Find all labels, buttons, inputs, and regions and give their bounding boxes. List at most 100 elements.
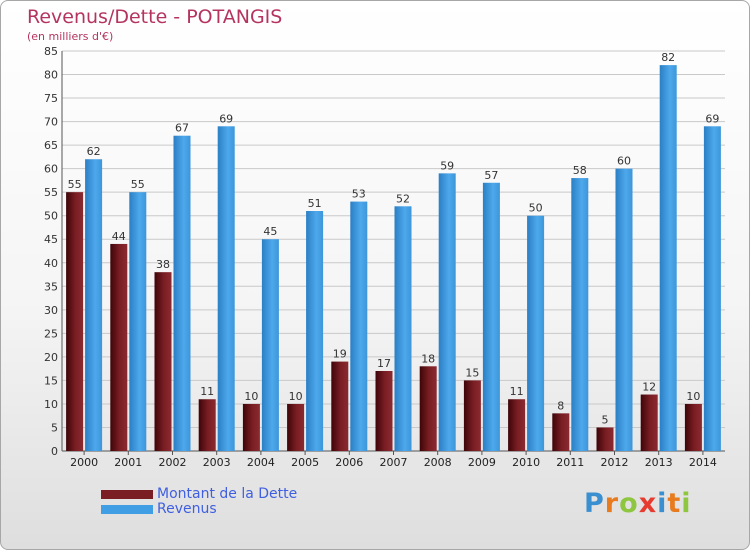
data-label-dette: 15 — [465, 366, 479, 379]
y-tick-label: 40 — [44, 257, 58, 270]
x-tick-label: 2007 — [380, 456, 408, 469]
y-tick-label: 0 — [51, 445, 58, 458]
bar-dette — [463, 380, 481, 451]
data-label-dette: 11 — [200, 385, 214, 398]
x-tick-label: 2000 — [70, 456, 98, 469]
y-tick-label: 35 — [44, 280, 58, 293]
bar-revenus — [85, 159, 103, 451]
bar-dette — [684, 403, 702, 451]
data-label-revenus: 69 — [219, 112, 233, 125]
y-tick-label: 70 — [44, 116, 58, 129]
data-label-dette: 8 — [557, 399, 564, 412]
y-tick-label: 55 — [44, 186, 58, 199]
x-tick-label: 2010 — [512, 456, 540, 469]
data-label-revenus: 57 — [484, 169, 498, 182]
bar-dette — [242, 403, 260, 451]
data-label-dette: 10 — [244, 390, 258, 403]
logo-letter: P — [584, 488, 605, 519]
bar-revenus — [438, 173, 456, 451]
y-tick-label: 75 — [44, 92, 58, 105]
data-label-revenus: 67 — [175, 122, 189, 135]
x-tick-label: 2005 — [291, 456, 319, 469]
legend-label-revenus: Revenus — [157, 501, 217, 517]
y-tick-label: 15 — [44, 374, 58, 387]
x-tick-label: 2006 — [335, 456, 363, 469]
bar-revenus — [482, 182, 500, 451]
y-tick-label: 60 — [44, 163, 58, 176]
bar-dette — [552, 413, 570, 451]
bar-revenus — [703, 126, 721, 451]
data-label-revenus: 59 — [440, 159, 454, 172]
y-tick-label: 50 — [44, 210, 58, 223]
bar-dette — [287, 403, 305, 451]
data-label-dette: 11 — [510, 385, 524, 398]
bar-revenus — [527, 215, 545, 451]
bar-dette — [640, 394, 658, 451]
logo-letter: x — [638, 488, 658, 519]
logo-letter: t — [667, 488, 682, 519]
y-tick-label: 25 — [44, 327, 58, 340]
logo-letter: i — [657, 488, 668, 519]
bar-revenus — [350, 201, 368, 451]
logo-letter: r — [604, 488, 620, 519]
data-label-revenus: 60 — [617, 155, 631, 168]
x-tick-label: 2013 — [645, 456, 673, 469]
bar-revenus — [659, 65, 677, 451]
y-tick-label: 30 — [44, 304, 58, 317]
bar-revenus — [129, 192, 147, 452]
y-tick-label: 20 — [44, 351, 58, 364]
y-tick-label: 5 — [51, 421, 58, 434]
x-tick-label: 2001 — [114, 456, 142, 469]
chart-title: Revenus/Dette - POTANGIS — [27, 6, 283, 28]
bar-revenus — [615, 168, 633, 451]
data-label-revenus: 51 — [308, 197, 322, 210]
x-tick-label: 2003 — [203, 456, 231, 469]
legend-swatch-revenus — [101, 505, 153, 514]
bar-revenus — [217, 126, 235, 451]
data-label-dette: 38 — [156, 258, 170, 271]
bar-dette — [66, 192, 84, 452]
data-label-dette: 10 — [289, 390, 303, 403]
data-label-revenus: 52 — [396, 192, 410, 205]
bar-revenus — [173, 135, 191, 452]
bar-dette — [508, 399, 526, 451]
data-label-dette: 17 — [377, 357, 391, 370]
x-tick-label: 2014 — [689, 456, 717, 469]
bar-dette — [198, 399, 216, 451]
bar-dette — [375, 371, 393, 451]
y-tick-label: 65 — [44, 139, 58, 152]
data-label-dette: 12 — [642, 381, 656, 394]
data-label-dette: 19 — [333, 348, 347, 361]
data-label-dette: 5 — [602, 413, 609, 426]
y-tick-label: 45 — [44, 233, 58, 246]
bar-dette — [154, 272, 172, 451]
x-tick-label: 2002 — [159, 456, 187, 469]
chart-subtitle: (en milliers d'€) — [27, 30, 114, 43]
bar-revenus — [306, 211, 324, 451]
data-label-dette: 55 — [68, 178, 82, 191]
data-label-dette: 44 — [112, 230, 126, 243]
y-tick-label: 80 — [44, 69, 58, 82]
data-label-dette: 10 — [686, 390, 700, 403]
legend-label-dette: Montant de la Dette — [157, 486, 298, 502]
legend-swatch-dette — [101, 490, 153, 499]
x-tick-label: 2004 — [247, 456, 275, 469]
bar-dette — [331, 361, 349, 451]
data-label-revenus: 62 — [87, 145, 101, 158]
y-tick-label: 10 — [44, 398, 58, 411]
data-label-revenus: 50 — [529, 202, 543, 215]
data-label-revenus: 69 — [705, 112, 719, 125]
x-tick-label: 2011 — [556, 456, 584, 469]
bar-dette — [419, 366, 437, 451]
x-tick-label: 2008 — [424, 456, 452, 469]
y-tick-label: 85 — [44, 45, 58, 58]
x-tick-label: 2012 — [601, 456, 629, 469]
data-label-revenus: 53 — [352, 188, 366, 201]
data-label-revenus: 58 — [573, 164, 587, 177]
data-label-dette: 18 — [421, 352, 435, 365]
data-label-revenus: 45 — [263, 225, 277, 238]
bar-revenus — [261, 239, 279, 451]
proxiti-logo: Proxiti — [584, 488, 692, 519]
